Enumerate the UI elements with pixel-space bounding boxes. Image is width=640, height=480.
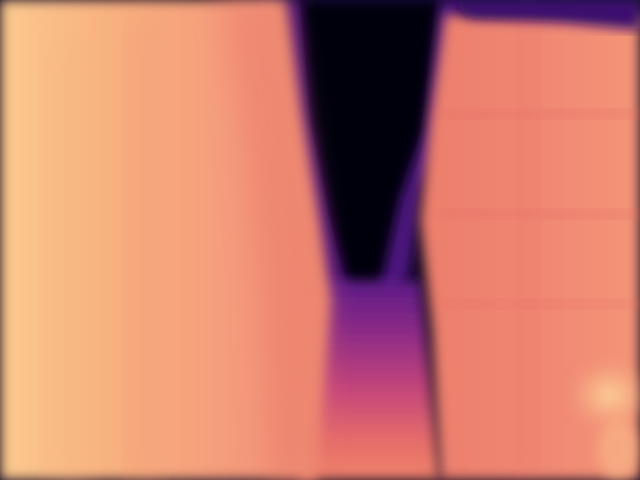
depth-map-viewport bbox=[0, 0, 640, 480]
depth-map-image bbox=[0, 0, 640, 480]
